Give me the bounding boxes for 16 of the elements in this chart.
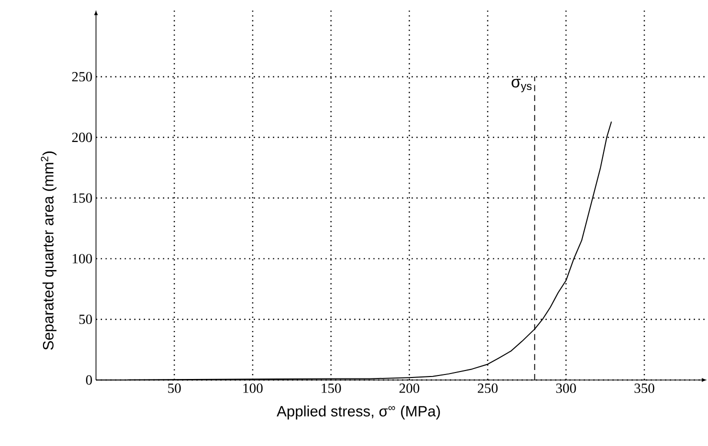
y-tick-label: 50 (79, 314, 92, 324)
x-tick-label: 150 (322, 384, 341, 393)
y-axis-title: Separated quarter area (mm$^{2}$) (40, 152, 56, 350)
y-tick-label: 0 (86, 375, 92, 385)
x-axis-title: Applied stress, σ$^{∞}$ (MPa) (276, 406, 440, 420)
x-tick-label: 250 (478, 384, 498, 393)
x-tick-label: 100 (243, 384, 263, 393)
y-tick-label: 100 (72, 254, 92, 264)
x-tick-label: 350 (634, 384, 654, 393)
y-tick-label: 150 (72, 193, 92, 203)
ref-line-label: σ$_{ys}$ (512, 78, 532, 92)
y-tick-label: 200 (72, 132, 92, 142)
x-tick-label: 300 (556, 384, 576, 393)
x-tick-label: 50 (168, 384, 181, 393)
y-tick-label: 250 (72, 72, 92, 82)
x-tick-label: 200 (399, 384, 420, 393)
